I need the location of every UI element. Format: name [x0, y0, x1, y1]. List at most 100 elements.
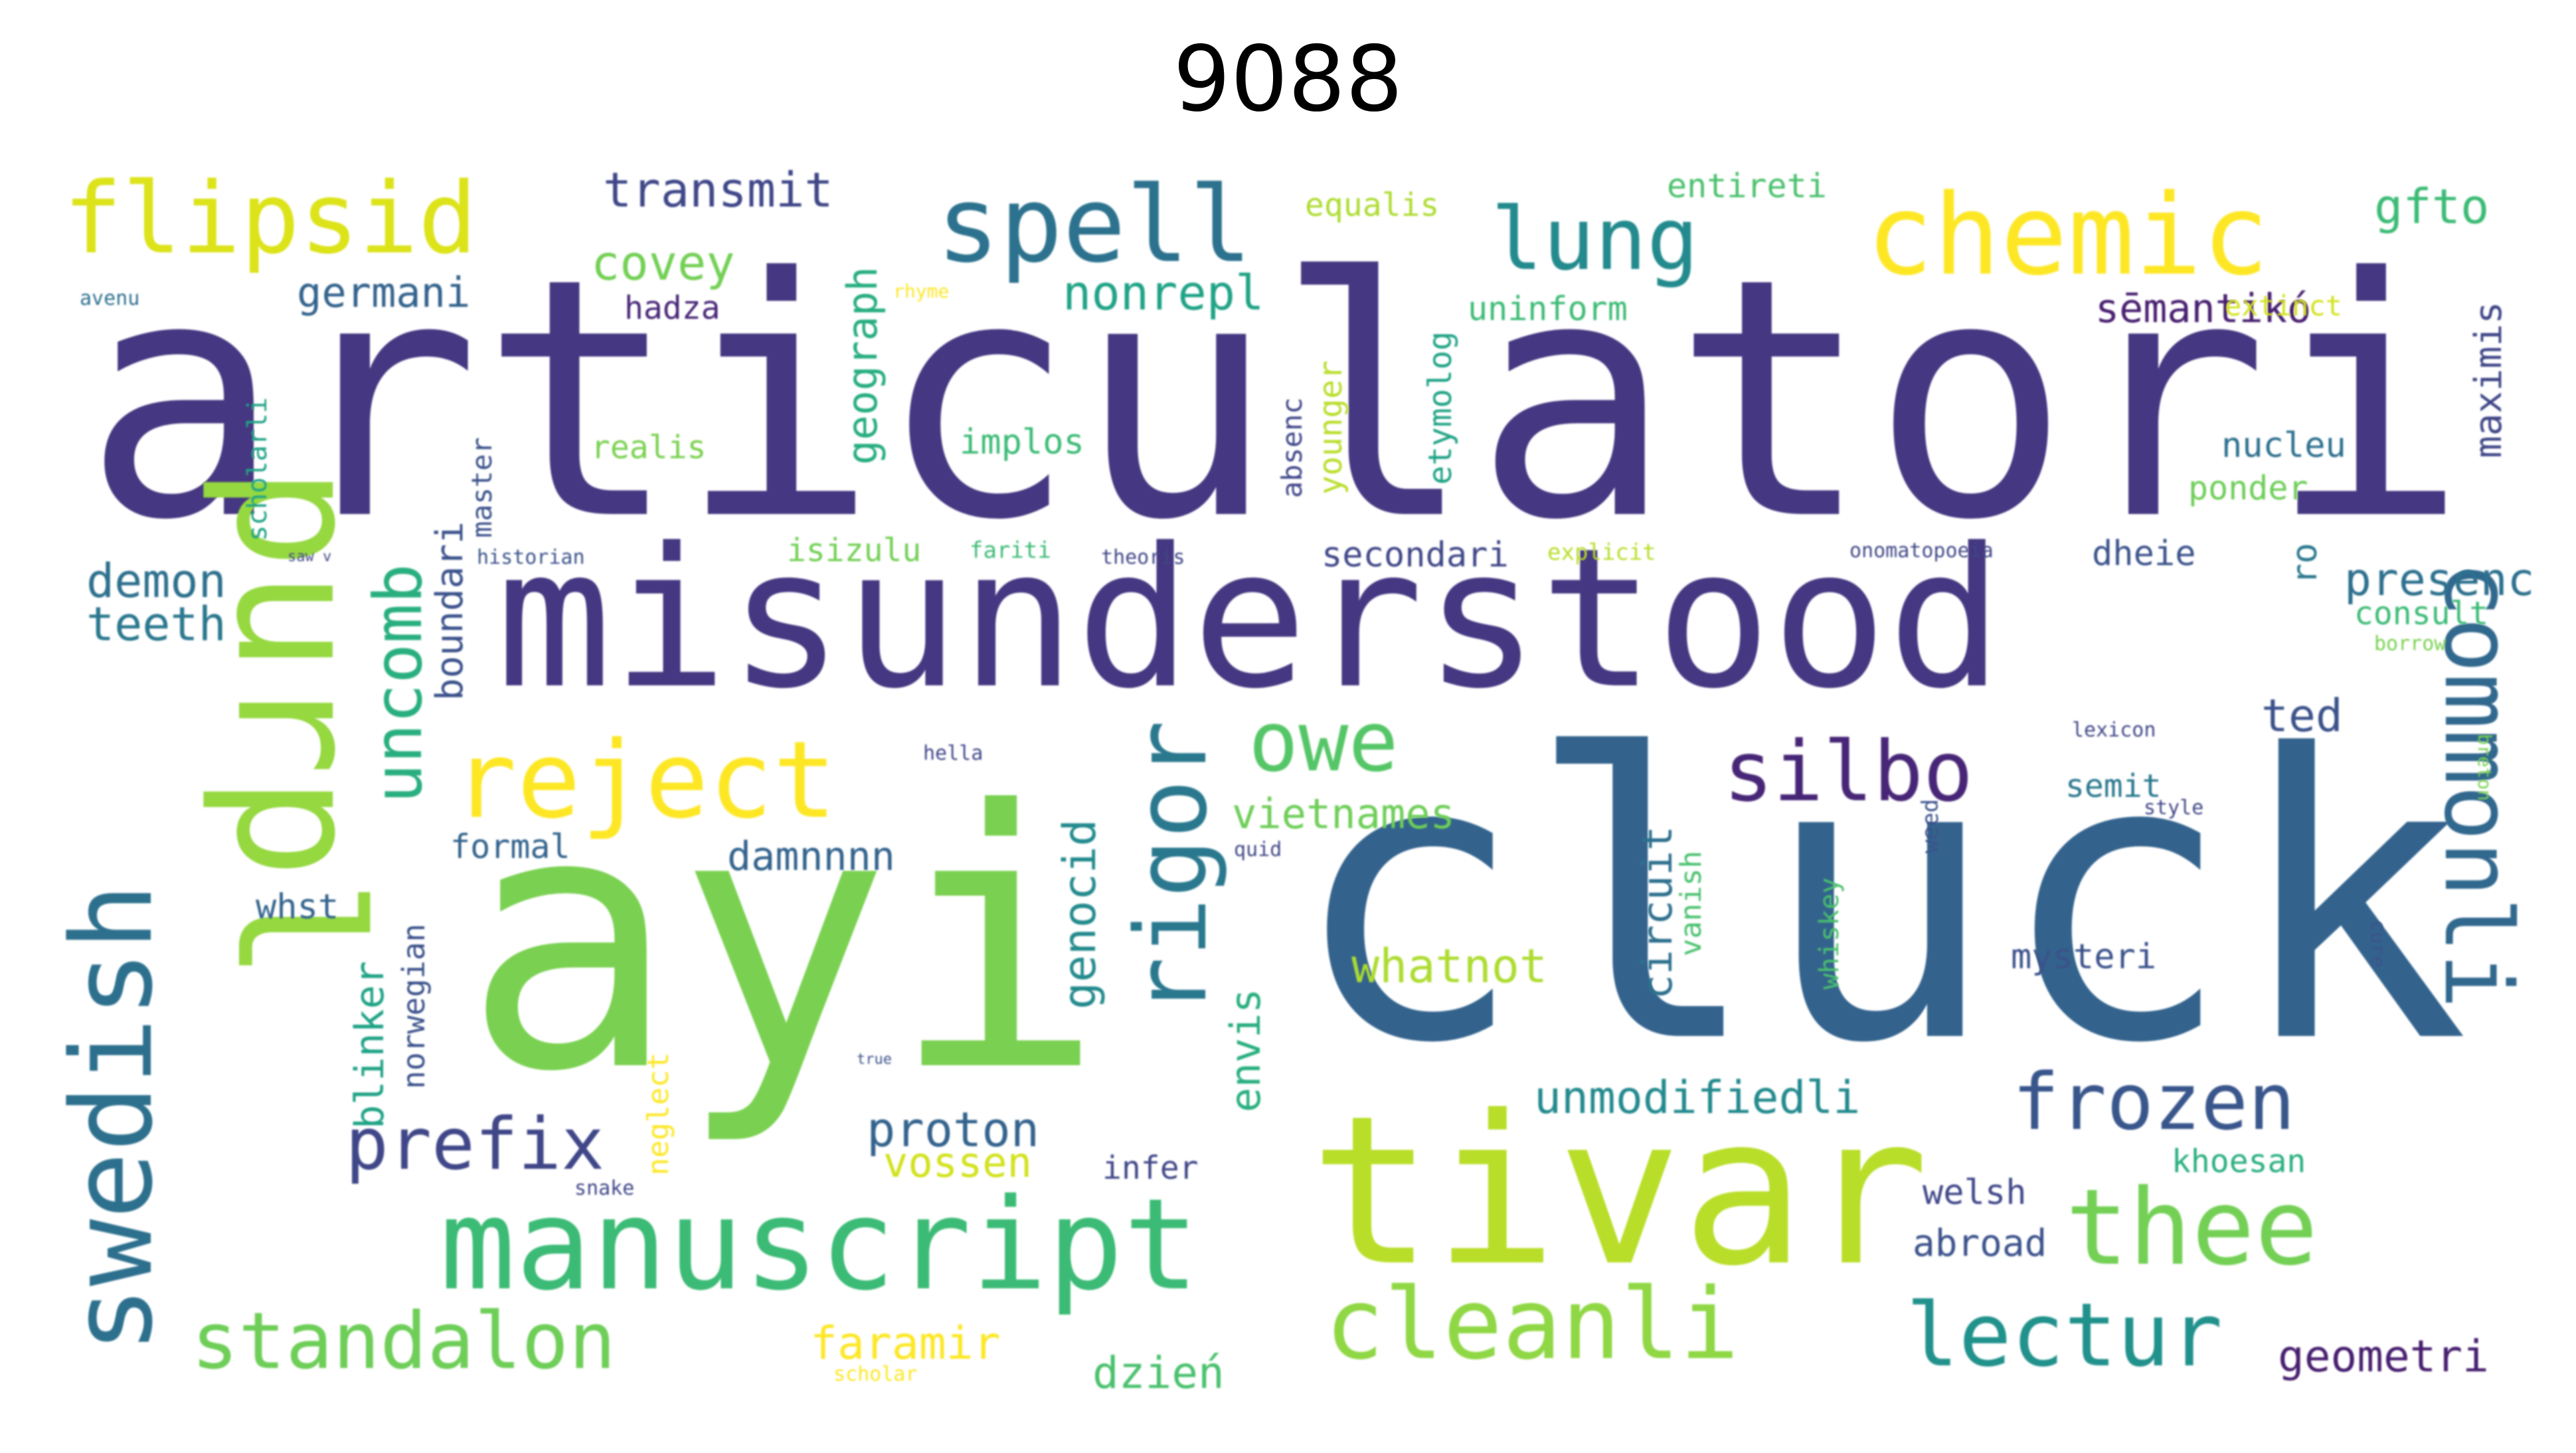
word-semit: semit: [2065, 768, 2162, 805]
word-thee: thee: [2065, 1167, 2318, 1289]
word-secondari: secondari: [1322, 535, 1509, 575]
word-ro: ro: [2285, 543, 2325, 584]
word-vossen: vossen: [883, 1138, 1032, 1187]
word-neglect: neglect: [642, 1052, 675, 1175]
figure-title: 9088: [1173, 27, 1403, 132]
word-flipsid: flipsid: [63, 161, 477, 276]
word-rigor: rigor: [1114, 720, 1229, 1016]
word-explicit: explicit: [1547, 539, 1656, 566]
word-owe: owe: [1248, 694, 1399, 790]
word-spell: spell: [936, 164, 1252, 286]
word-absenc: absenc: [1276, 397, 1308, 498]
word-cluck: cluck: [1290, 673, 2470, 1129]
word-articulatori: articulatori: [83, 209, 2468, 592]
word-hella: hella: [923, 742, 984, 765]
word-dzien: dzień: [1092, 1347, 1225, 1399]
word-tivar: tivar: [1310, 1072, 1930, 1312]
word-quid: quid: [1234, 838, 1282, 861]
word-damnnnn: damnnnn: [727, 833, 895, 880]
word-borrow: borrow: [2374, 632, 2447, 655]
word-equalis: equalis: [1305, 187, 1440, 224]
word-avenu: avenu: [80, 287, 140, 310]
word-etymolog: etymolog: [1422, 331, 1459, 485]
word-vietnames: vietnames: [1232, 790, 1455, 838]
word-dheie: dheie: [2092, 534, 2196, 574]
word-geograph: geograph: [838, 266, 887, 465]
word-prefix: prefix: [345, 1103, 605, 1186]
word-scholar: scholar: [833, 1363, 918, 1386]
word-implos: implos: [960, 422, 1084, 462]
word-whst: whst: [256, 887, 339, 927]
word-younger: younger: [1312, 360, 1349, 495]
word-frozen: frozen: [2012, 1056, 2296, 1148]
word-transmit: transmit: [603, 162, 833, 218]
word-mysteri: mysteri: [2011, 937, 2157, 977]
word-vanish: vanish: [1674, 851, 1708, 956]
word-consult: consult: [2354, 595, 2489, 632]
word-nonrepl: nonrepl: [1063, 265, 1264, 321]
word-maximis: maximis: [2467, 301, 2510, 458]
word-faramir: faramir: [810, 1318, 1001, 1370]
word-ted: ted: [2261, 690, 2343, 742]
word-nucleu: nucleu: [2221, 426, 2346, 466]
word-swedish: swedish: [47, 883, 177, 1353]
word-lectur: lectur: [1906, 1284, 2223, 1387]
word-geometri: geometri: [2278, 1331, 2489, 1382]
word-proton: proton: [867, 1102, 1040, 1157]
word-hadza: hadza: [624, 290, 721, 327]
word-entireti: entireti: [1667, 167, 1827, 205]
word-lung: lung: [1491, 189, 1699, 290]
word-theoris: theoris: [1101, 546, 1185, 569]
word-scholarli: scholarli: [242, 397, 273, 541]
word-demon: demon: [86, 554, 226, 608]
word-blinker: blinker: [347, 961, 393, 1129]
word-khoesan: khoesan: [2172, 1143, 2306, 1180]
word-ponder: ponder: [2188, 469, 2308, 507]
word-snake: snake: [574, 1177, 635, 1200]
word-manuscript: manuscript: [440, 1171, 1199, 1318]
word-circuit: circuit: [1633, 825, 1681, 999]
word-covey: covey: [591, 235, 735, 291]
word-style: style: [2144, 796, 2204, 819]
word-isizulu: isizulu: [787, 532, 922, 569]
word-uncomb: uncomb: [359, 563, 437, 804]
word-semantiko: sēmantikó: [2095, 286, 2312, 332]
word-presenc: presenc: [2344, 554, 2535, 606]
word-realis: realis: [591, 429, 707, 466]
word-uninform: uninform: [1468, 290, 1628, 328]
word-standalon: standalon: [191, 1295, 616, 1387]
word-infer: infer: [1102, 1150, 1199, 1187]
word-rhyme: rhyme: [893, 280, 950, 302]
word-norwegian: norwegian: [396, 923, 432, 1089]
word-teeth: teeth: [86, 597, 226, 651]
word-lexicon: lexicon: [2072, 719, 2156, 742]
word-silbo: silbo: [1723, 724, 1974, 820]
word-fariti: fariti: [970, 537, 1051, 564]
word-saw-v: saw v: [288, 549, 332, 565]
word-breton: breton: [2474, 734, 2496, 802]
word-welsh: welsh: [1923, 1173, 2027, 1213]
word-whiskey: whiskey: [1814, 877, 1845, 989]
word-misunderstood: misunderstood: [496, 507, 2004, 731]
word-abroad: abroad: [1913, 1222, 2047, 1265]
word-whatnot: whatnot: [1351, 939, 1548, 993]
word-germani: germani: [297, 268, 471, 317]
word-true: true: [857, 1051, 892, 1068]
word-genocid: genocid: [1054, 819, 1106, 1009]
word-chemic: chemic: [1866, 170, 2269, 300]
word-historian: historian: [477, 546, 585, 569]
word-gfto: gfto: [2374, 179, 2490, 234]
word-ayi: ayi: [463, 736, 1105, 1150]
word-extinct: extinct: [2225, 290, 2343, 322]
word-envis: envis: [1221, 988, 1270, 1112]
word-formal: formal: [450, 827, 570, 866]
word-cleanli: cleanli: [1325, 1267, 1739, 1381]
word-boundari: boundari: [428, 521, 472, 701]
word-onomatopoeia: onomatopoeia: [1849, 539, 1994, 562]
word-weed: weed: [1917, 799, 1944, 853]
word-unmodifiedli: unmodifiedli: [1534, 1072, 1861, 1124]
word-reject: reject: [453, 718, 837, 842]
word-cure: cure: [2366, 920, 2389, 968]
